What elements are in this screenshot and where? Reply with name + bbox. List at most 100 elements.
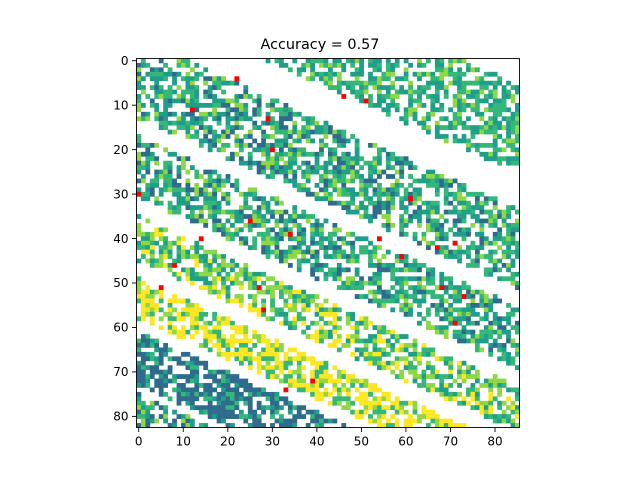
heatmap-cell [140,89,146,95]
heatmap-cell [216,227,222,233]
heatmap-cell [158,227,164,233]
heatmap-cell [305,169,311,175]
heatmap-cell [341,240,347,246]
heatmap-cell [412,351,418,357]
heatmap-cell [385,418,391,424]
heatmap-cell [225,80,231,86]
heatmap-cell [207,414,213,419]
heatmap-cell [443,89,449,95]
heatmap-cell [439,423,445,428]
heatmap-cell [399,231,405,237]
heatmap-cell [216,138,222,144]
heatmap-cell [283,169,289,175]
heatmap-cell [390,369,396,375]
heatmap-cell [221,285,226,291]
heatmap-cell [470,134,476,139]
heatmap-cell [488,303,494,308]
heatmap-cell [394,156,400,162]
heatmap-cell [497,76,503,82]
heatmap-cell [479,383,485,388]
heatmap-cell [381,347,387,353]
heatmap-cell [492,120,498,126]
heatmap-cell [434,58,440,64]
heatmap-cell [457,311,462,317]
heatmap-cell [368,414,373,419]
heatmap-cell [189,418,195,424]
heatmap-cell [354,325,360,331]
heatmap-cell [506,209,511,215]
heatmap-cell [140,245,146,251]
heatmap-cell [274,120,280,126]
heatmap-cell [323,298,329,304]
heatmap-cell [497,387,503,393]
heatmap-cell [359,351,364,357]
heatmap-cell [457,214,462,219]
heatmap-cell [430,178,436,184]
heatmap-cell [158,67,164,73]
heatmap-cell [314,169,320,175]
heatmap-cell [336,160,342,166]
heatmap-cell [154,89,160,95]
heatmap-cell [212,80,218,86]
heatmap-cell [225,298,231,304]
heatmap-cell [443,71,449,77]
heatmap-cell [492,320,498,326]
heatmap-cell [181,156,186,162]
heatmap-cell [470,391,476,397]
heatmap-cell [256,107,262,113]
heatmap-cell [283,298,289,304]
heatmap-cell [185,205,191,211]
heatmap-cell [216,205,222,211]
heatmap-cell [154,263,160,268]
heatmap-cell [466,387,471,393]
heatmap-cell [314,222,320,228]
heatmap-cell [368,280,373,286]
heatmap-cell [274,200,280,206]
heatmap-cell [194,214,200,219]
heatmap-cell [140,418,146,424]
heatmap-cell [207,205,213,211]
heatmap-cell [243,89,249,95]
heatmap-cell [149,76,155,82]
heatmap-cell [461,311,467,317]
heatmap-cell [421,236,427,242]
heatmap-cell [515,387,520,393]
heatmap-cell [265,142,271,148]
heatmap-cell [296,67,302,73]
heatmap-cell [154,369,160,375]
heatmap-cell [163,76,169,82]
red-cell [452,320,458,326]
heatmap-cell [163,94,169,99]
heatmap-cell [403,311,409,317]
heatmap-cell [492,329,498,335]
heatmap-cell [256,111,262,117]
heatmap-cell [363,343,369,348]
heatmap-cell [176,400,182,406]
heatmap-cell [247,360,253,366]
heatmap-cell [256,356,262,362]
heatmap-cell [203,271,209,277]
heatmap-cell [305,214,311,219]
heatmap-cell [390,205,396,211]
heatmap-cell [301,240,307,246]
heatmap-cell [354,174,360,179]
heatmap-cell [136,169,142,175]
heatmap-cell [399,267,405,273]
heatmap-cell [319,138,324,144]
heatmap-cell [323,254,329,259]
heatmap-cell [194,360,200,366]
heatmap-cell [216,209,222,215]
heatmap-cell [345,311,351,317]
heatmap-cell [488,71,494,77]
heatmap-cell [492,98,498,104]
heatmap-cell [328,307,333,313]
heatmap-cell [252,294,258,299]
heatmap-cell [310,383,315,388]
heatmap-cell [452,222,458,228]
heatmap-cell [350,134,356,139]
heatmap-cell [350,280,356,286]
heatmap-cell [457,307,462,313]
heatmap-cell [149,374,155,379]
heatmap-cell [497,383,503,388]
heatmap-cell [510,276,516,282]
